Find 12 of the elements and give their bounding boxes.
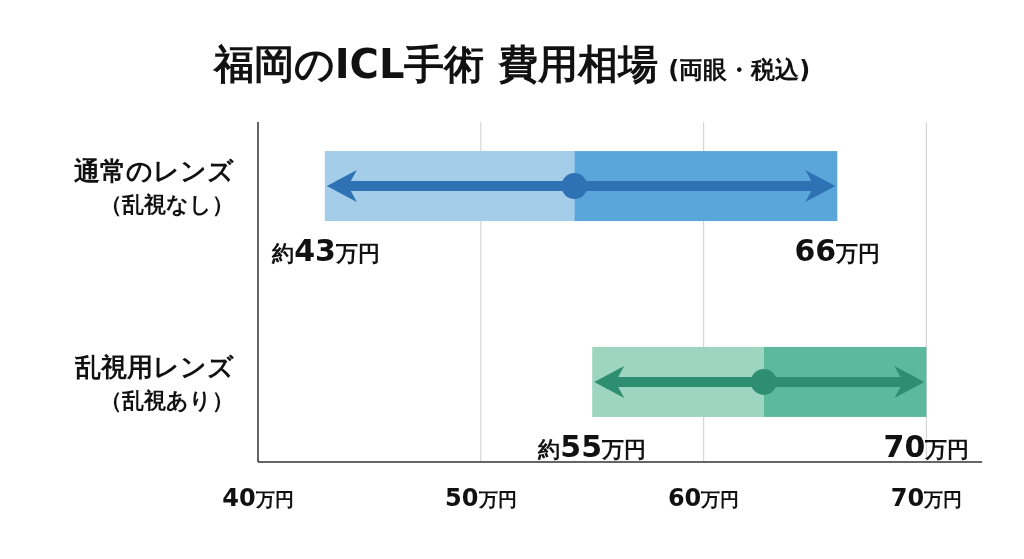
y-tick-label: 乱視用レンズ（乱視あり）: [74, 351, 234, 413]
x-tick-label: 70万円: [890, 484, 963, 512]
chart-title: 福岡のICL手術 費用相場: [211, 41, 659, 87]
annotation: 約43万円: [271, 233, 380, 269]
chart-subtitle: (両眼・税込): [668, 56, 811, 84]
x-tick-label: 50万円: [445, 484, 517, 512]
x-tick-label: 40万円: [222, 484, 294, 512]
annotation: 70万円: [883, 428, 970, 464]
x-tick-label: 60万円: [667, 484, 740, 512]
annotation: 66万円: [794, 233, 881, 269]
y-tick-label: 通常のレンズ（乱視なし）: [74, 156, 234, 218]
annotation: 約55万円: [537, 428, 647, 464]
